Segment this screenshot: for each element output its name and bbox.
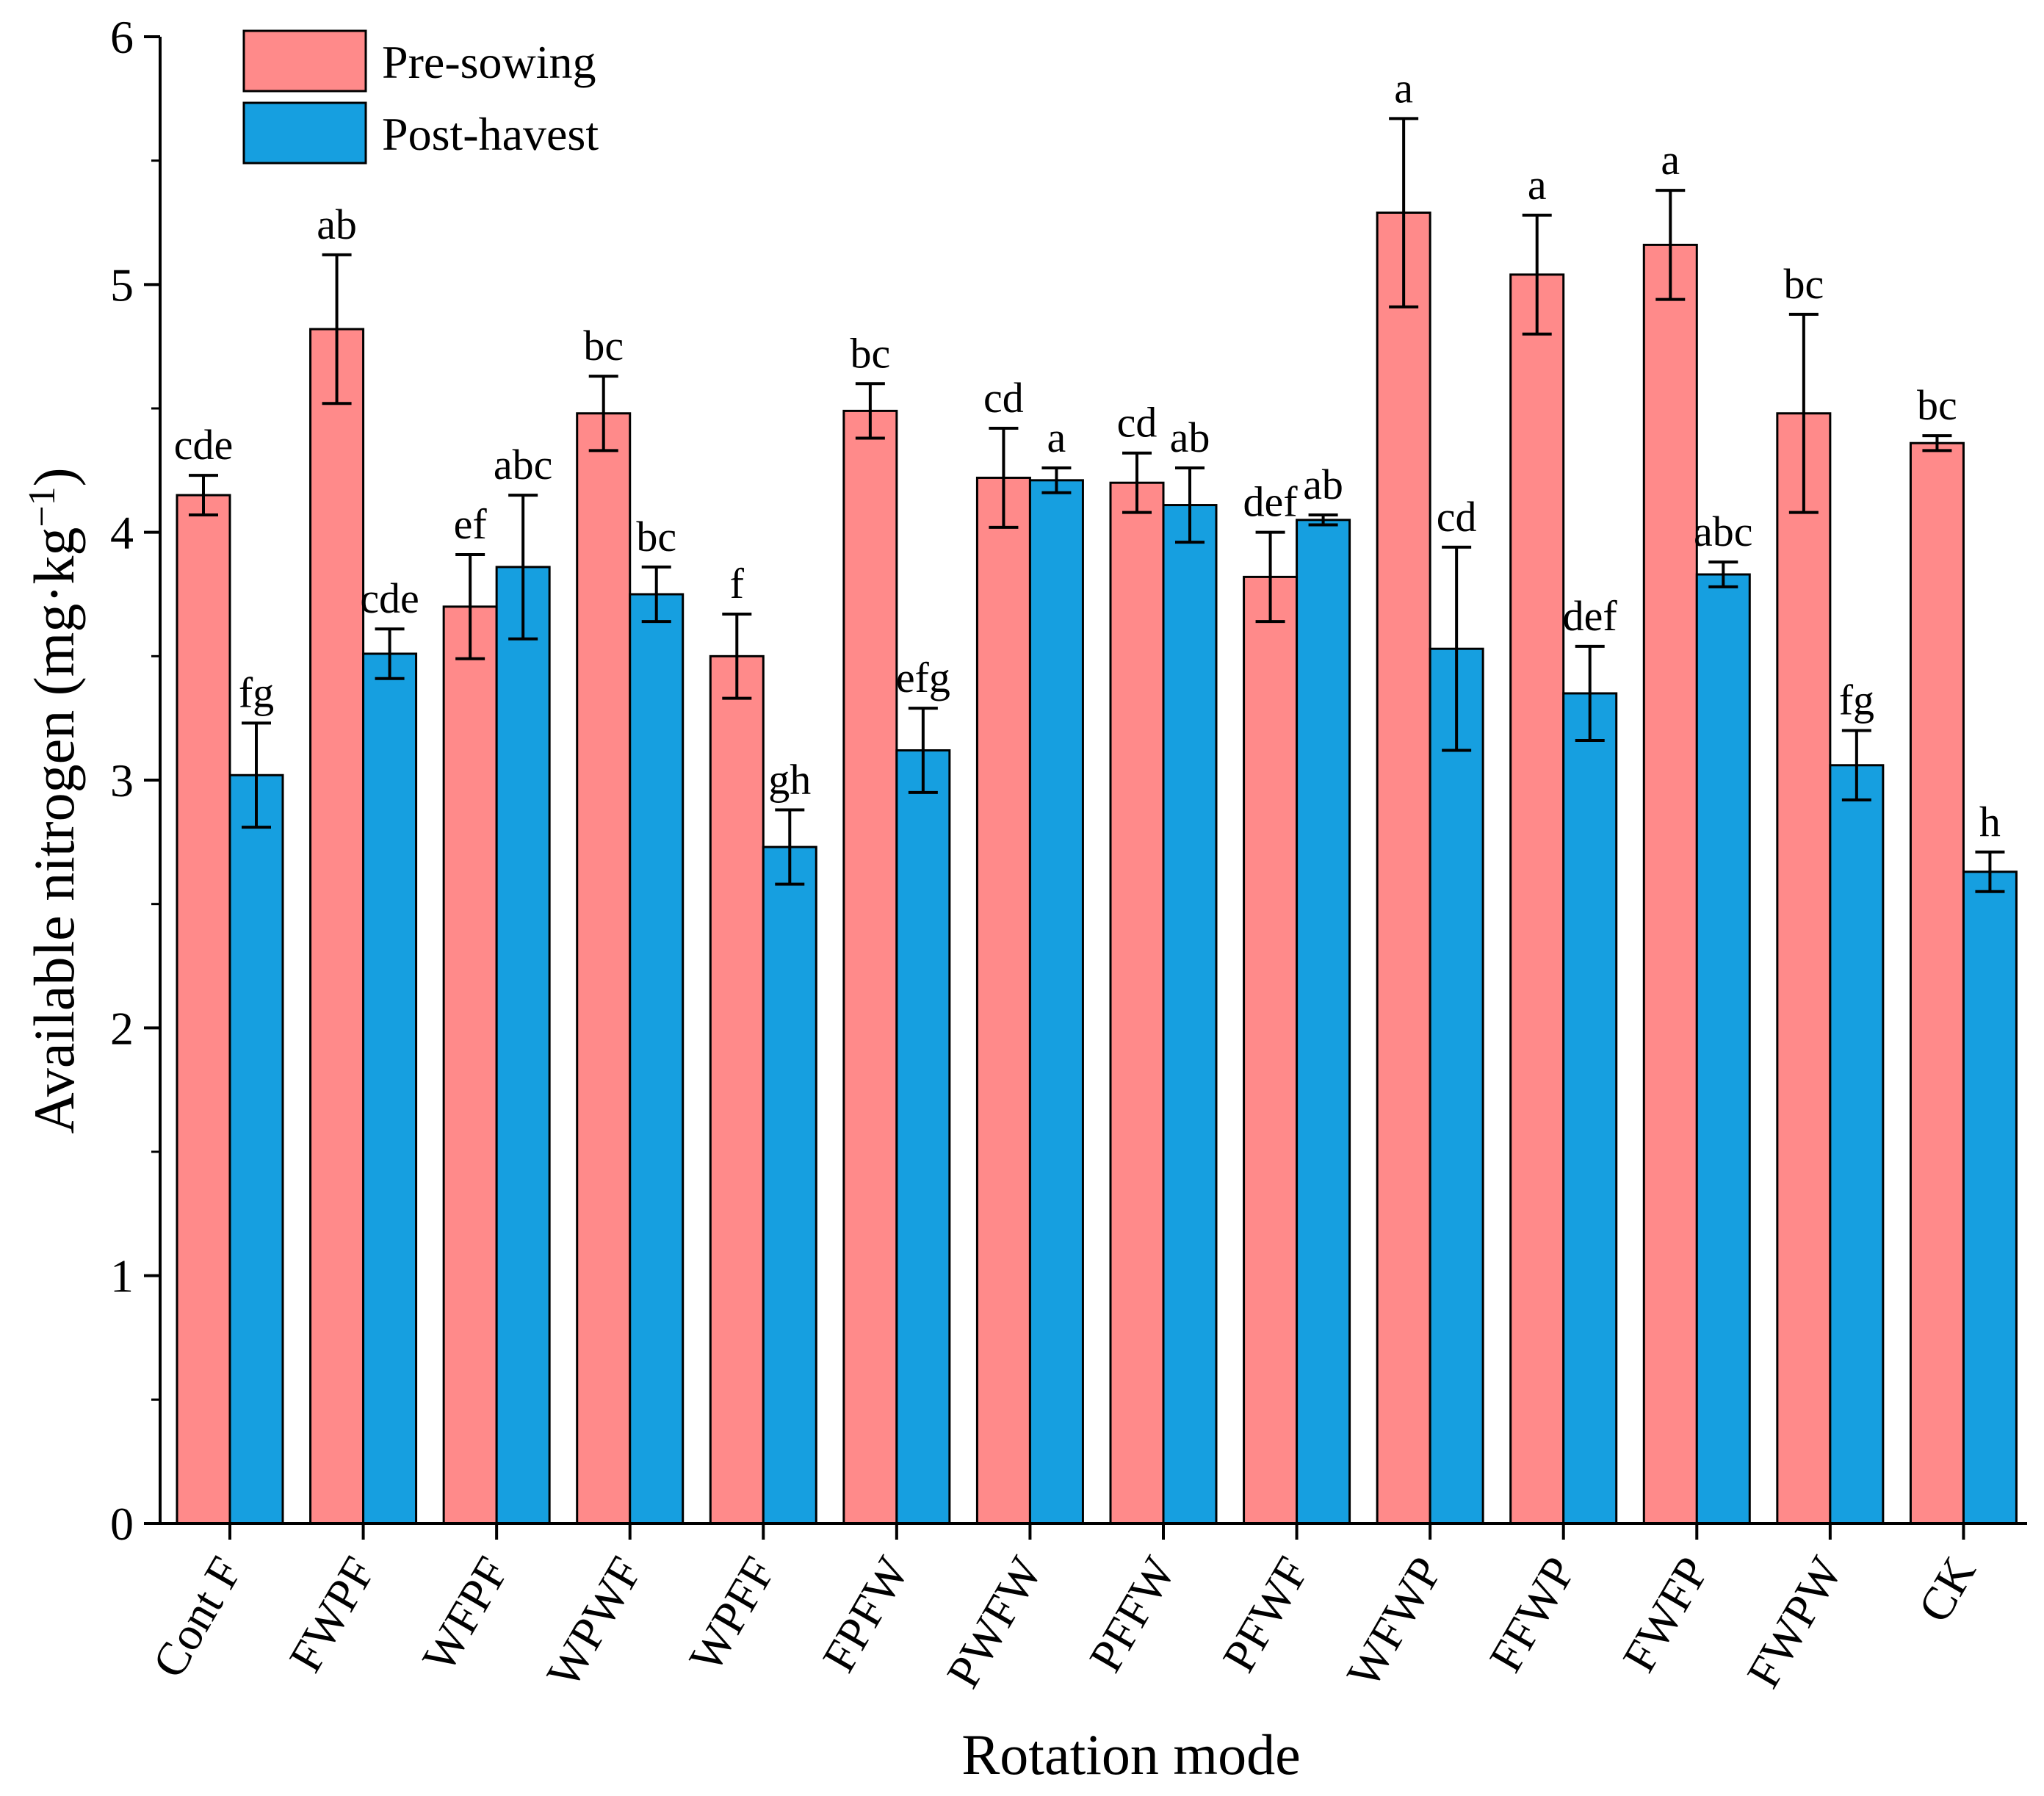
significance-label-pre-sowing: f	[730, 560, 745, 607]
bar-post-havest	[228, 773, 284, 1525]
x-axis-title: Rotation mode	[961, 1723, 1300, 1786]
significance-label-pre-sowing: cde	[174, 421, 234, 469]
bar-pre-sowing	[709, 654, 765, 1525]
bar-pre-sowing	[576, 412, 632, 1525]
bar-pre-sowing	[975, 476, 1031, 1525]
significance-label-post-havest: fg	[239, 668, 274, 716]
bar-post-havest	[1962, 870, 2018, 1525]
significance-label-post-havest: efg	[896, 654, 950, 702]
bar-pre-sowing	[176, 494, 231, 1525]
significance-label-post-havest: ab	[1303, 461, 1343, 508]
significance-label-post-havest: a	[1047, 414, 1066, 461]
x-category-label: FPFW	[812, 1548, 919, 1681]
x-category-label: FFWP	[1479, 1548, 1586, 1681]
bar-pre-sowing	[1642, 243, 1698, 1525]
significance-label-pre-sowing: bc	[1917, 381, 1957, 429]
significance-label-pre-sowing: def	[1243, 478, 1299, 526]
y-tick-label: 4	[110, 507, 134, 559]
significance-label-pre-sowing: ab	[317, 201, 357, 248]
bar-pre-sowing	[1376, 212, 1431, 1525]
significance-label-pre-sowing: a	[1661, 136, 1680, 184]
significance-label-post-havest: def	[1563, 592, 1618, 640]
bar-post-havest	[1429, 647, 1484, 1525]
significance-label-post-havest: abc	[494, 441, 553, 488]
significance-label-pre-sowing: cd	[1117, 399, 1158, 447]
bar-post-havest	[495, 566, 551, 1525]
x-category-label: WFPF	[412, 1548, 519, 1681]
x-category-label: PWFW	[936, 1548, 1052, 1696]
x-category-label: WPFF	[679, 1548, 785, 1681]
y-axis-title-main: Available nitrogen (mg·kg	[22, 527, 86, 1134]
bar-post-havest	[1562, 692, 1618, 1525]
bar-pre-sowing	[309, 328, 365, 1525]
bar-post-havest	[762, 845, 817, 1525]
bar-pre-sowing	[1509, 273, 1565, 1525]
bar-pre-sowing	[442, 605, 498, 1525]
x-category-label: PFWF	[1213, 1548, 1319, 1681]
significance-label-pre-sowing: a	[1528, 161, 1547, 209]
significance-label-post-havest: fg	[1839, 677, 1874, 724]
significance-label-post-havest: abc	[1694, 508, 1753, 555]
legend-label-post-havest: Post-havest	[382, 108, 599, 160]
y-axis-title-superscript: −1	[21, 486, 63, 527]
significance-label-pre-sowing: bc	[1783, 260, 1824, 308]
bar-post-havest	[362, 652, 418, 1525]
bar-pre-sowing	[1243, 575, 1299, 1525]
x-category-label: CK	[1908, 1548, 1986, 1631]
significance-label-pre-sowing: ef	[454, 500, 488, 548]
significance-label-pre-sowing: bc	[850, 329, 890, 377]
y-tick-label: 0	[110, 1498, 134, 1550]
bar-pre-sowing	[842, 409, 898, 1525]
legend: Pre-sowing Post-havest	[242, 29, 599, 165]
x-category-label: Cont F	[142, 1548, 253, 1687]
y-tick-label: 5	[110, 259, 134, 311]
significance-label-post-havest: h	[1979, 798, 2001, 845]
x-category-label: PFFW	[1079, 1548, 1185, 1681]
y-axis-title-close: )	[22, 467, 86, 486]
x-category-labels: Cont F FWPF WFPF WPWF WPFF FPFW PWFW PFFW PFWF WF…	[142, 1523, 1986, 1696]
significance-label-post-havest: cd	[1437, 493, 1477, 541]
x-category-label: WFWP	[1337, 1548, 1452, 1697]
bar-pre-sowing	[1109, 481, 1165, 1525]
bar-pre-sowing	[1909, 441, 1965, 1525]
x-category-label: FWPW	[1736, 1548, 1852, 1696]
bar-post-havest	[1028, 479, 1084, 1525]
y-tick-label: 1	[110, 1250, 134, 1302]
y-tick-label: 3	[110, 754, 134, 807]
bar-pre-sowing	[1776, 412, 1832, 1525]
significance-label-pre-sowing: cd	[983, 374, 1024, 422]
significance-label-post-havest: gh	[768, 755, 811, 803]
bar-post-havest	[1296, 519, 1351, 1525]
y-ticks: 0 1 2 3 4 5 6	[110, 11, 160, 1550]
bar-post-havest	[1829, 764, 1885, 1525]
significance-label-post-havest: cde	[360, 574, 419, 622]
significance-label-post-havest: bc	[636, 513, 676, 560]
x-category-label: FWPF	[279, 1548, 386, 1681]
significance-label-pre-sowing: bc	[583, 322, 624, 369]
significance-label-pre-sowing: a	[1394, 64, 1413, 112]
bar-post-havest	[1162, 504, 1218, 1525]
y-axis-title: Available nitrogen (mg·kg−1)	[21, 467, 86, 1133]
legend-label-pre-sowing: Pre-sowing	[382, 36, 596, 88]
x-category-label: WPWF	[536, 1548, 651, 1697]
legend-swatch-pre-sowing	[242, 29, 367, 93]
y-tick-label: 6	[110, 11, 134, 63]
y-tick-label: 2	[110, 1002, 134, 1054]
bar-post-havest	[895, 749, 951, 1525]
x-category-label: FWFP	[1612, 1548, 1719, 1681]
bar-post-havest	[629, 593, 685, 1525]
legend-swatch-post-havest	[242, 101, 367, 165]
bar-post-havest	[1695, 573, 1751, 1525]
significance-label-post-havest: ab	[1170, 414, 1210, 461]
